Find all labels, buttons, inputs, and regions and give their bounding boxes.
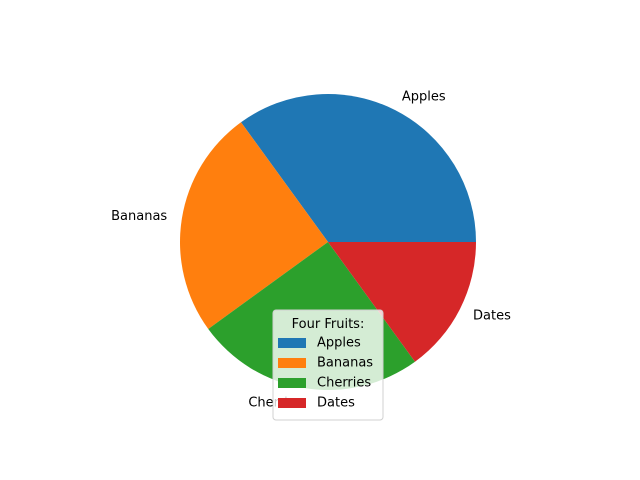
legend-swatch-bananas — [278, 358, 306, 368]
legend-swatch-dates — [278, 398, 306, 408]
legend-label-apples: Apples — [317, 336, 361, 351]
slice-label-bananas: Bananas — [111, 209, 167, 224]
legend-entries: Apples Bananas Cherries Dates — [278, 336, 373, 411]
pie-slice-dates — [328, 242, 476, 362]
legend-swatch-apples — [278, 338, 306, 348]
legend-label-bananas: Bananas — [317, 356, 373, 371]
legend-label-cherries: Cherries — [317, 376, 371, 391]
pie-slice-bananas — [180, 122, 328, 329]
slice-label-dates: Dates — [473, 308, 511, 323]
pie-slice-apples — [241, 94, 477, 242]
legend-label-dates: Dates — [317, 396, 355, 411]
legend: Four Fruits: Apples Bananas Cherries Dates — [272, 309, 384, 421]
legend-title: Four Fruits: — [292, 317, 365, 332]
slice-label-apples: Apples — [402, 89, 446, 104]
legend-box — [272, 309, 384, 421]
legend-swatch-cherries — [278, 378, 306, 388]
